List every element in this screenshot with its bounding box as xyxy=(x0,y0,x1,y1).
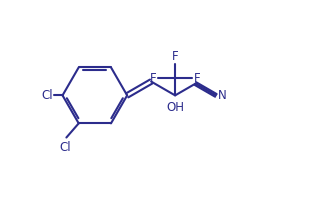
Text: F: F xyxy=(150,72,157,85)
Text: Cl: Cl xyxy=(41,89,53,102)
Text: Cl: Cl xyxy=(59,141,71,154)
Text: F: F xyxy=(172,50,178,63)
Text: OH: OH xyxy=(166,101,184,114)
Text: N: N xyxy=(217,89,226,102)
Text: F: F xyxy=(194,72,200,85)
